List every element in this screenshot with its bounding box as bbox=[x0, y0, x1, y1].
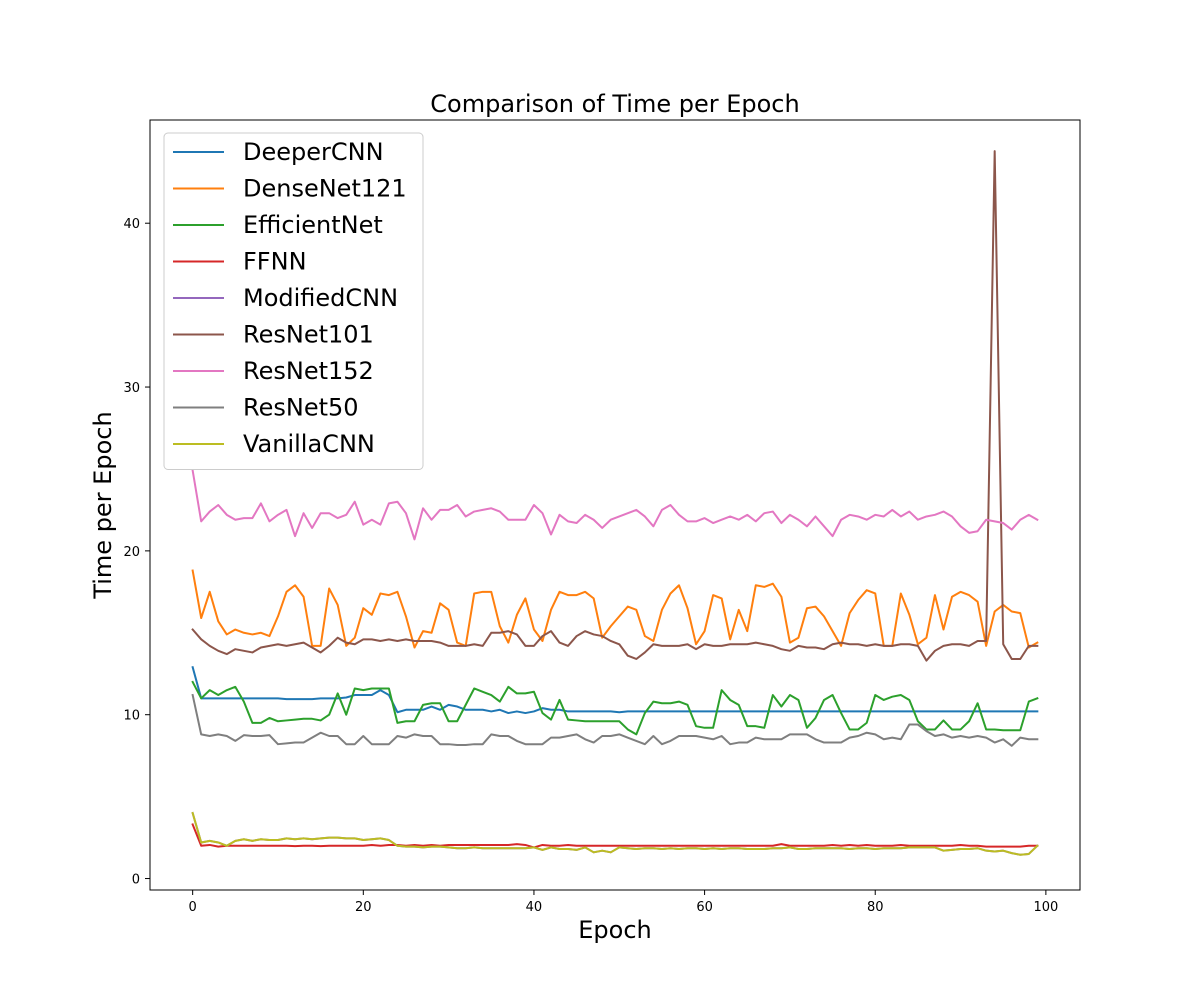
series-line-resnet101 bbox=[191, 150, 1039, 662]
chart-title: Comparison of Time per Epoch bbox=[430, 90, 799, 118]
legend-box bbox=[163, 132, 424, 470]
x-tick-label: 20 bbox=[355, 900, 372, 915]
y-axis-label: Time per Epoch bbox=[89, 411, 117, 599]
series-line-resnet152 bbox=[191, 469, 1039, 541]
legend-label-deepercnn: DeeperCNN bbox=[243, 138, 384, 166]
series-line-densenet121 bbox=[191, 569, 1039, 649]
x-tick-label: 40 bbox=[526, 900, 543, 915]
x-tick-label: 100 bbox=[1033, 900, 1058, 915]
series-line-deepercnn bbox=[191, 665, 1039, 715]
legend-label-modifiedcnn: ModifiedCNN bbox=[243, 284, 398, 312]
legend-label-vanillacnn: VanillaCNN bbox=[243, 430, 375, 458]
y-tick-label: 20 bbox=[123, 545, 140, 560]
x-tick-label: 0 bbox=[189, 900, 197, 915]
series-line-efficientnet bbox=[191, 680, 1039, 736]
y-tick-label: 40 bbox=[123, 217, 140, 232]
plot-area-frame bbox=[149, 119, 1081, 891]
series-line-ffnn bbox=[191, 823, 1039, 849]
plot-lines bbox=[191, 150, 1039, 856]
y-axis: 0 10 20 30 40 bbox=[123, 217, 150, 888]
x-tick-label: 60 bbox=[696, 900, 713, 915]
legend-label-densenet121: DenseNet121 bbox=[243, 175, 407, 203]
legend-label-ffnn: FFNN bbox=[243, 248, 307, 276]
x-axis: 0 20 40 60 80 100 bbox=[189, 890, 1058, 915]
series-line-vanillacnn bbox=[191, 811, 1039, 856]
legend-label-efficientnet: EfficientNet bbox=[243, 211, 383, 239]
x-axis-label: Epoch bbox=[578, 916, 652, 944]
y-tick-label: 30 bbox=[123, 381, 140, 396]
y-tick-label: 0 bbox=[132, 873, 140, 888]
series-line-resnet50 bbox=[191, 693, 1039, 747]
legend-label-resnet152: ResNet152 bbox=[243, 357, 374, 385]
legend: DeeperCNN DenseNet121 EfficientNet FFNN Modi… bbox=[163, 132, 424, 470]
legend-label-resnet101: ResNet101 bbox=[243, 321, 374, 349]
y-tick-label: 10 bbox=[123, 709, 140, 724]
x-tick-label: 80 bbox=[867, 900, 884, 915]
legend-label-resnet50: ResNet50 bbox=[243, 394, 359, 422]
